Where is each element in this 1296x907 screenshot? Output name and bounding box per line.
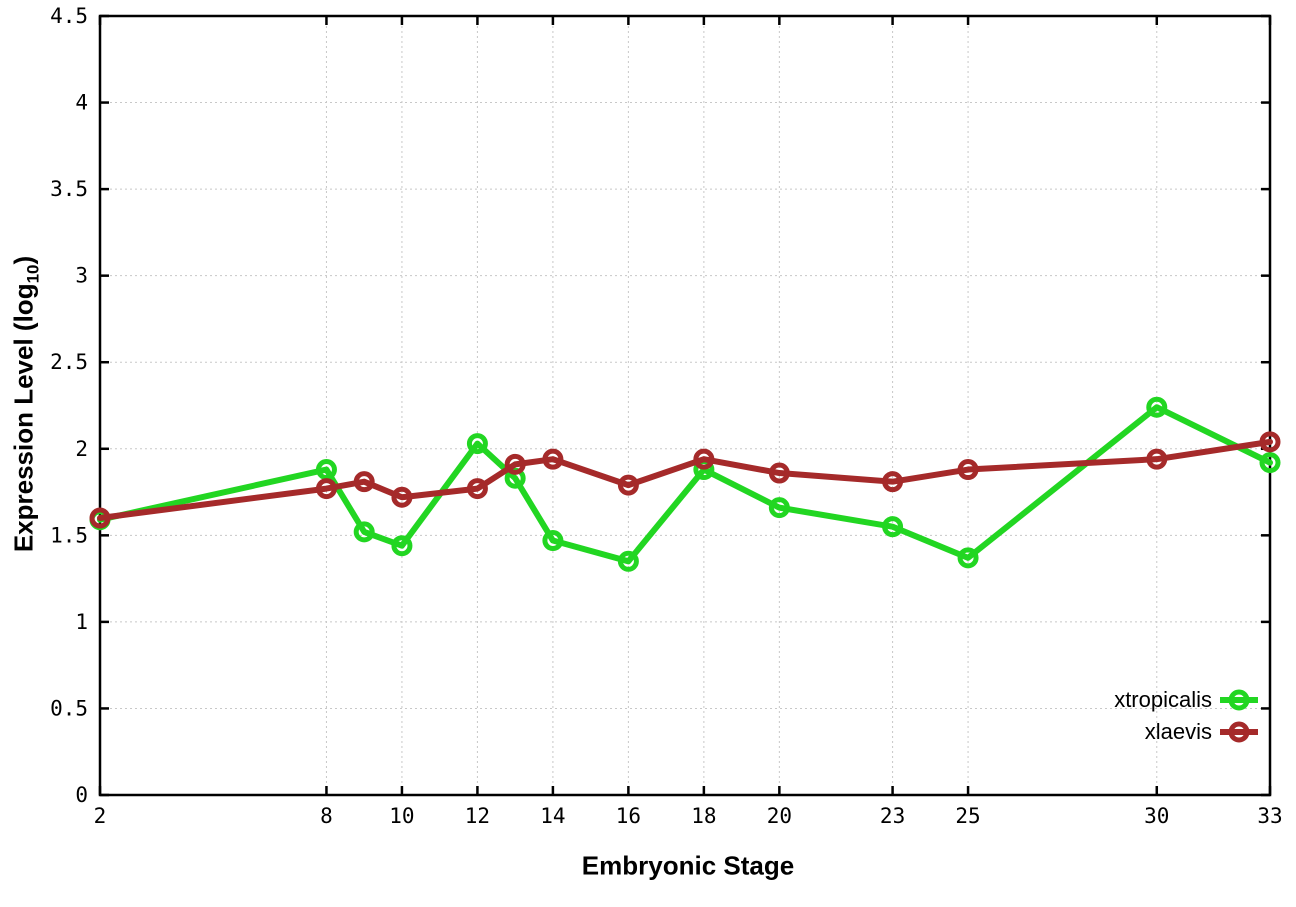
data-point-xtropicalis (1146, 396, 1168, 418)
data-point-xlaevis (353, 471, 375, 493)
y-tick-label: 0.5 (50, 696, 88, 720)
data-point-xtropicalis (315, 459, 337, 481)
series-line-xtropicalis (97, 404, 1273, 565)
y-tick-label: 1.5 (50, 523, 88, 547)
x-tick-label: 16 (616, 804, 641, 828)
data-point-xtropicalis (353, 521, 375, 543)
x-tick-label: 10 (389, 804, 414, 828)
data-point-xtropicalis (617, 550, 639, 572)
x-tick-label: 23 (880, 804, 905, 828)
data-point-xlaevis (882, 471, 904, 493)
y-axis-title-subscript: 10 (23, 264, 43, 284)
x-tick-label: 25 (955, 804, 980, 828)
data-point-xtropicalis (391, 535, 413, 557)
y-tick-label: 3 (75, 264, 88, 288)
x-tick-label: 18 (691, 804, 716, 828)
data-point-xlaevis (89, 507, 111, 529)
data-point-xlaevis (957, 459, 979, 481)
data-point-xtropicalis (957, 547, 979, 569)
legend-marker-xtropicalis (1228, 689, 1250, 711)
data-point-xlaevis (315, 478, 337, 500)
data-point-xlaevis (617, 474, 639, 496)
legend-label-xtropicalis: xtropicalis (1114, 687, 1212, 712)
data-point-xtropicalis (882, 516, 904, 538)
data-point-xtropicalis (1259, 452, 1281, 474)
x-tick-label: 8 (320, 804, 333, 828)
x-tick-label: 12 (465, 804, 490, 828)
y-tick-label: 1 (75, 610, 88, 634)
y-tick-label: 2.5 (50, 350, 88, 374)
data-point-xlaevis (768, 462, 790, 484)
data-point-xlaevis (693, 448, 715, 470)
x-tick-label: 33 (1257, 804, 1282, 828)
data-point-xlaevis (542, 448, 564, 470)
y-tick-label: 4.5 (50, 4, 88, 28)
y-tick-label: 2 (75, 437, 88, 461)
data-point-xtropicalis (768, 497, 790, 519)
legend-label-xlaevis: xlaevis (1145, 719, 1212, 744)
y-tick-label: 3.5 (50, 177, 88, 201)
data-point-xtropicalis (466, 433, 488, 455)
data-point-xlaevis (504, 453, 526, 475)
y-axis-title-prefix: Expression Level (log (8, 283, 39, 553)
data-point-xlaevis (391, 486, 413, 508)
x-tick-label: 20 (767, 804, 792, 828)
x-tick-label: 2 (94, 804, 107, 828)
y-tick-label: 4 (75, 91, 88, 115)
x-tick-label: 14 (540, 804, 565, 828)
x-axis-title: Embryonic Stage (581, 850, 795, 881)
data-point-xlaevis (1146, 448, 1168, 470)
data-point-xlaevis (1259, 431, 1281, 453)
data-point-xtropicalis (542, 530, 564, 552)
y-axis-title: Expression Level (log10) (8, 256, 43, 553)
y-tick-label: 0 (75, 783, 88, 807)
legend-marker-xlaevis (1228, 721, 1250, 743)
x-tick-label: 30 (1144, 804, 1169, 828)
plot-border (98, 14, 1272, 797)
data-point-xlaevis (466, 478, 488, 500)
